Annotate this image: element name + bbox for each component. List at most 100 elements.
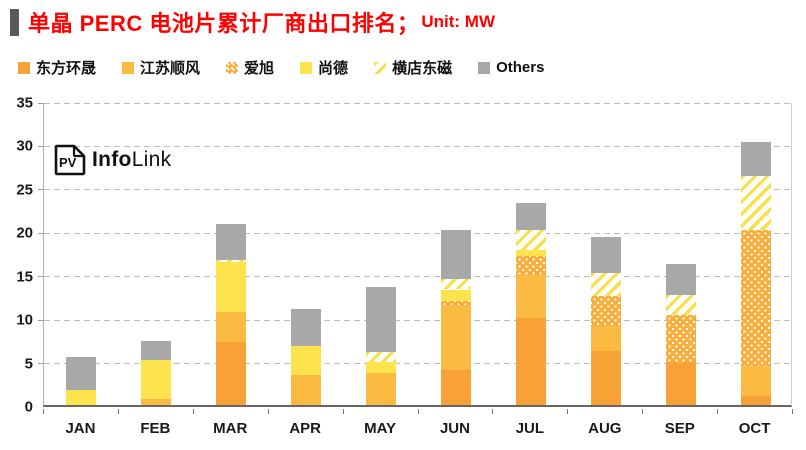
x-axis-labels: JAN FEB MAR APR MAY JUN JUL AUG SEP OCT: [43, 420, 792, 437]
x-tick: [342, 409, 344, 414]
legend-item-4: 尚德: [300, 57, 348, 78]
legend-item-5: 横店东磁: [374, 57, 452, 78]
logo-link-text: Link: [131, 148, 172, 171]
bar-segment-mar-横店东磁: [216, 259, 247, 262]
bar-segment-oct-东方环晟: [740, 396, 771, 405]
x-axis-label-apr: APR: [289, 420, 321, 437]
x-tick: [567, 409, 569, 414]
bar-segment-aug-Others: [590, 237, 621, 273]
bar-segment-feb-Others: [141, 340, 172, 360]
y-tick: [38, 102, 43, 104]
x-tick: [417, 409, 419, 414]
bar-segment-oct-Others: [740, 141, 771, 176]
x-tick: [492, 409, 494, 414]
y-axis-label-5: 5: [24, 355, 33, 373]
bar-segment-aug-东方环晟: [590, 351, 621, 405]
y-tick: [38, 145, 43, 147]
bar-segment-sep-Others: [665, 264, 696, 295]
y-axis-label-25: 25: [16, 181, 33, 199]
logo-wordmark: InfoLink: [92, 148, 171, 172]
bar-segment-feb-尚德: [141, 359, 172, 399]
x-tick: [267, 409, 269, 414]
logo-info-text: Info: [92, 148, 132, 171]
y-axis-label-0: 0: [24, 398, 33, 416]
legend-item-3: 爱旭: [226, 57, 274, 78]
pv-logo-icon: PV: [54, 144, 86, 176]
x-axis-label-jan: JAN: [65, 420, 96, 437]
bar-segment-jul-横店东磁: [515, 230, 546, 251]
bar-segment-mar-尚德: [216, 261, 247, 313]
legend-swatch-6: [478, 61, 491, 74]
x-tick: [642, 409, 644, 414]
bar-segment-jun-尚德: [440, 289, 471, 301]
bar-segment-jan-Others: [66, 357, 97, 391]
bar-segment-sep-东方环晟: [665, 362, 696, 405]
chart-unit-label: Unit: MW: [421, 12, 495, 31]
bar-segment-oct-江苏顺风: [740, 365, 771, 397]
bar-segment-jul-Others: [515, 202, 546, 231]
legend-label-1: 东方环晟: [36, 60, 97, 77]
bar-segment-jul-东方环晟: [515, 318, 546, 405]
bar-segment-oct-横店东磁: [740, 175, 771, 231]
title-accent-bar: [10, 8, 19, 36]
bar-segment-apr-Others: [291, 308, 322, 346]
bar-segment-feb-江苏顺风: [141, 398, 172, 405]
x-axis-label-aug: AUG: [588, 420, 622, 437]
bar-segment-apr-江苏顺风: [291, 374, 322, 405]
legend-label-6: Others: [496, 59, 545, 76]
page-title: 单晶 PERC 电池片累计厂商出口排名； Unit: MW: [10, 6, 495, 38]
bar-segment-jun-Others: [440, 230, 471, 280]
y-axis-label-35: 35: [16, 94, 33, 112]
bar-segment-jan-尚德: [66, 390, 97, 405]
legend-item-1: 东方环晟: [18, 57, 96, 78]
y-axis-label-15: 15: [16, 268, 33, 286]
legend-swatch-1: [18, 61, 30, 74]
legend-swatch-3: [226, 61, 239, 74]
bar-segment-jun-横店东磁: [440, 279, 471, 290]
bar-segment-oct-爱旭: [740, 230, 771, 366]
bar-segment-may-尚德: [366, 362, 397, 373]
plot-area: [38, 102, 792, 407]
x-tick: [43, 409, 44, 414]
y-tick: [38, 319, 43, 321]
legend-swatch-2: [122, 61, 135, 74]
bar-segment-sep-爱旭: [665, 314, 696, 363]
x-axis-label-jun: JUN: [439, 420, 470, 437]
x-axis-label-feb: FEB: [140, 420, 171, 437]
legend-swatch-4: [300, 61, 313, 74]
bar-segment-jun-爱旭: [440, 300, 471, 306]
legend-label-3: 爱旭: [244, 60, 275, 77]
gridline-25: [44, 189, 791, 191]
x-axis-label-jul: JUL: [515, 420, 545, 437]
x-tick: [717, 409, 719, 414]
svg-text:PV: PV: [59, 155, 77, 170]
bar-segment-jul-江苏顺风: [515, 274, 546, 319]
y-axis-label-30: 30: [16, 137, 33, 155]
x-tick: [117, 409, 119, 414]
bar-segment-jun-东方环晟: [440, 370, 471, 405]
bar-segment-may-横店东磁: [366, 352, 397, 363]
x-axis-label-mar: MAR: [213, 420, 248, 437]
bar-segment-mar-Others: [216, 224, 247, 260]
bar-segment-mar-东方环晟: [216, 341, 247, 405]
legend-item-2: 江苏顺风: [122, 57, 200, 78]
chart-title: 单晶 PERC 电池片累计厂商出口排名；: [28, 11, 420, 36]
y-tick: [38, 189, 43, 191]
bar-segment-apr-尚德: [291, 345, 322, 375]
legend-swatch-5: [374, 61, 387, 74]
x-tick: [792, 409, 793, 414]
legend-label-5: 横店东磁: [392, 60, 453, 77]
y-tick: [38, 276, 43, 278]
bar-segment-sep-横店东磁: [665, 294, 696, 315]
gridline-10: [44, 319, 791, 321]
y-tick: [38, 232, 43, 234]
bar-segment-jul-尚德: [515, 250, 546, 256]
y-axis-labels: 0 5 10 15 20 25 30 35: [0, 95, 37, 416]
y-axis-label-20: 20: [16, 224, 33, 242]
gridline-15: [44, 276, 791, 278]
chart-legend: 东方环晟 江苏顺风 爱旭 尚德 横店东磁 Others: [18, 57, 544, 78]
x-tick: [192, 409, 194, 414]
legend-label-4: 尚德: [318, 60, 349, 77]
bar-segment-aug-横店东磁: [590, 272, 621, 296]
